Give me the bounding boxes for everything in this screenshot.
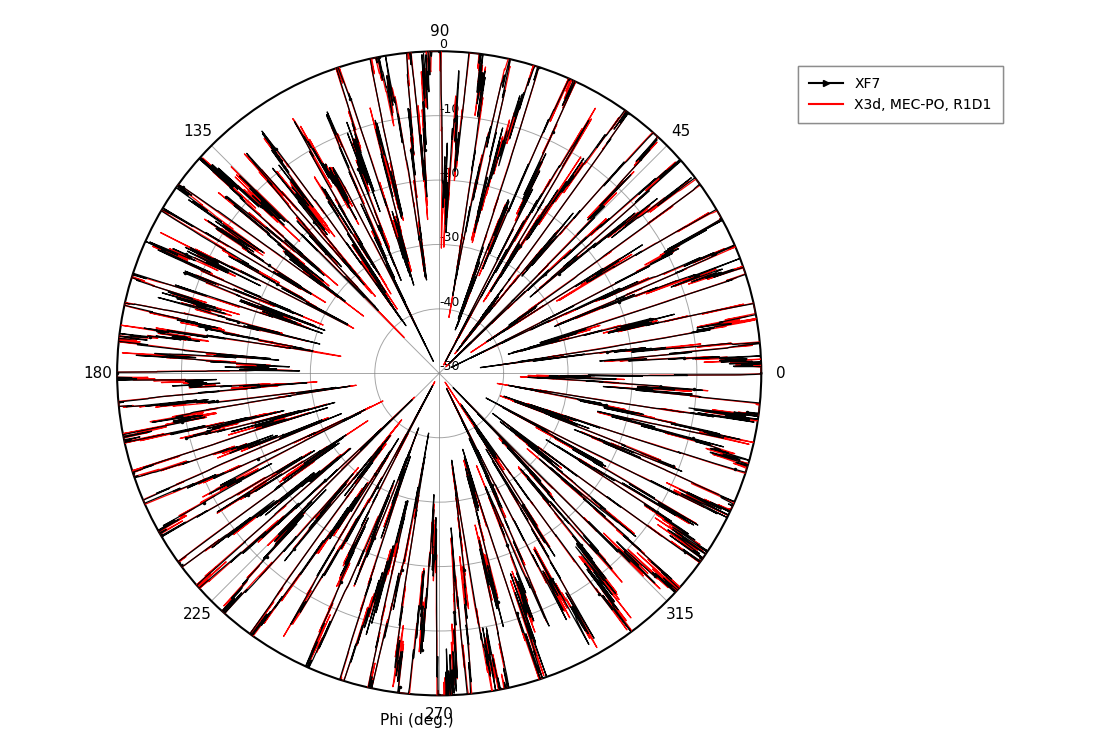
XF7 [245,514,258,523]
X3d, MEC-PO, R1D1 [408,393,422,402]
Line: XF7: XF7 [117,51,761,695]
Line: X3d, MEC-PO, R1D1: X3d, MEC-PO, R1D1 [117,51,761,695]
XF7 [504,56,517,65]
Legend: XF7, X3d, MEC-PO, R1D1: XF7, X3d, MEC-PO, R1D1 [797,65,1002,123]
XF7 [696,548,709,557]
XF7 [383,417,396,425]
X3d, MEC-PO, R1D1 [754,370,768,378]
X3d, MEC-PO, R1D1 [380,87,393,96]
XF7 [754,370,768,378]
X3d, MEC-PO, R1D1 [681,537,694,546]
X3d, MEC-PO, R1D1 [439,362,452,371]
X3d, MEC-PO, R1D1 [754,369,768,378]
XF7 [754,369,768,378]
XF7 [445,363,458,372]
XF7 [377,68,390,77]
X3d, MEC-PO, R1D1 [728,370,741,379]
X3d, MEC-PO, R1D1 [240,518,254,526]
Text: Phi (deg.): Phi (deg.) [380,713,455,728]
X3d, MEC-PO, R1D1 [503,61,516,70]
XF7 [735,370,748,379]
